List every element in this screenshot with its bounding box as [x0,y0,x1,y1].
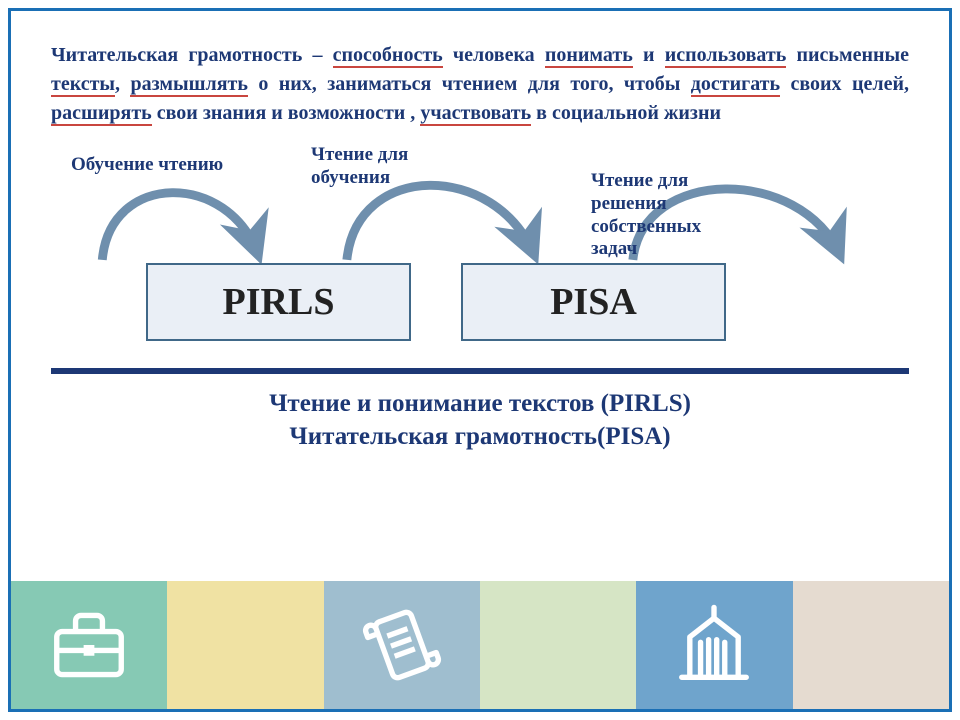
flow-diagram: Обучение чтению Чтение для обучения Чтен… [51,140,909,360]
flow-label-2: Чтение для обучения [311,144,408,190]
tile-6 [793,581,949,709]
headline-line-2: Читательская грамотность(PISA) [51,421,909,454]
box-pirls: PIRLS [146,263,411,341]
arrow-2 [347,185,534,260]
tile-2 [167,581,323,709]
scroll-icon [359,602,445,688]
building-icon [671,602,757,688]
box-pisa: PISA [461,263,726,341]
flow-label-1: Обучение чтению [71,154,223,177]
headline-line-1: Чтение и понимание текстов (PIRLS) [51,388,909,421]
tile-4 [480,581,636,709]
flow-label-3: Чтение для решения собственных задач [591,170,701,261]
bottom-tile-bar [11,581,949,709]
definition-text: Читательская грамотность – способность ч… [51,41,909,128]
headline: Чтение и понимание текстов (PIRLS) Читат… [51,388,909,453]
divider-line [51,368,909,374]
tile-5 [636,581,792,709]
tile-3 [324,581,480,709]
tile-1 [11,581,167,709]
arrow-1 [102,193,258,260]
briefcase-icon [46,602,132,688]
